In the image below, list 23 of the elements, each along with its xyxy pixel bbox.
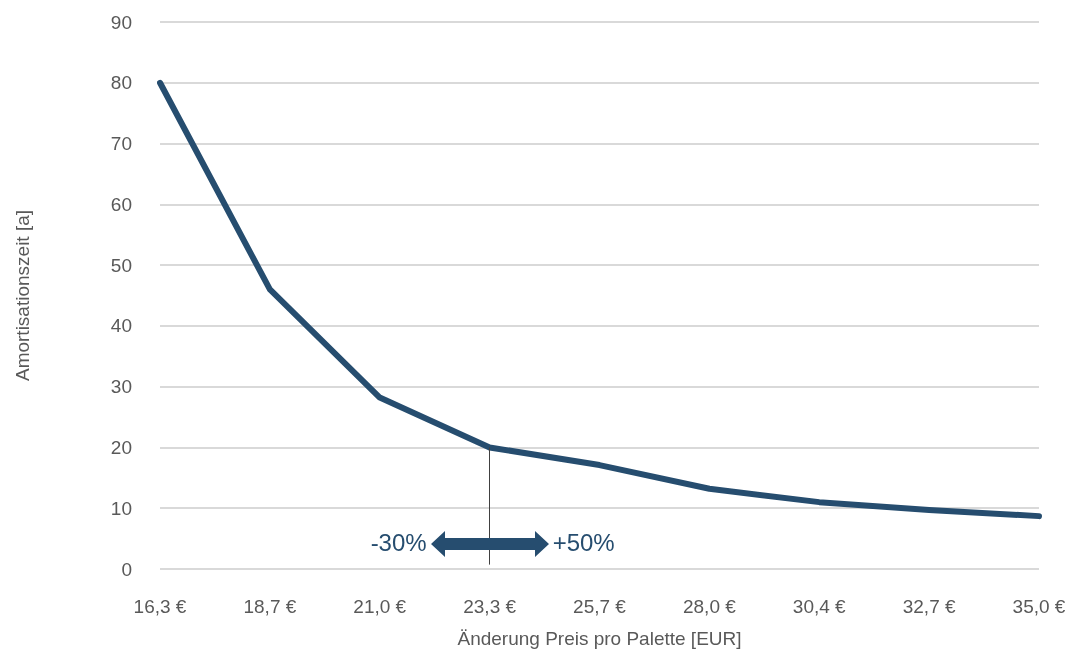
x-tick-label: 18,7 € <box>243 596 297 617</box>
annotation: +50% <box>552 529 615 558</box>
x-axis-title: Änderung Preis pro Palette [EUR] <box>457 628 742 649</box>
x-tick-label: 25,7 € <box>573 596 627 617</box>
y-tick-label: 10 <box>110 497 132 519</box>
y-tick-label: 70 <box>110 133 132 155</box>
y-tick-label: 80 <box>110 72 132 94</box>
y-tick-label: 90 <box>110 11 132 33</box>
y-tick-label: 0 <box>121 558 132 580</box>
annotation: -30% <box>370 529 427 558</box>
x-tick-label: 28,0 € <box>682 596 737 617</box>
y-tick-label: 50 <box>110 254 132 276</box>
x-tick-label: 23,3 € <box>463 596 517 617</box>
y-axis-title: Amortisationszeit [a] <box>12 209 33 382</box>
x-tick-label: 35,0 € <box>1012 596 1066 617</box>
x-tick-label: 16,3 € <box>133 596 187 617</box>
x-tick-label: 30,4 € <box>792 596 847 617</box>
y-tick-label: 40 <box>110 315 132 337</box>
x-tick-label: 21,0 € <box>353 596 407 617</box>
x-tick-label: 32,7 € <box>902 596 956 617</box>
y-tick-label: 30 <box>110 376 132 398</box>
y-tick-label: 60 <box>110 193 132 215</box>
y-tick-label: 20 <box>110 436 132 458</box>
